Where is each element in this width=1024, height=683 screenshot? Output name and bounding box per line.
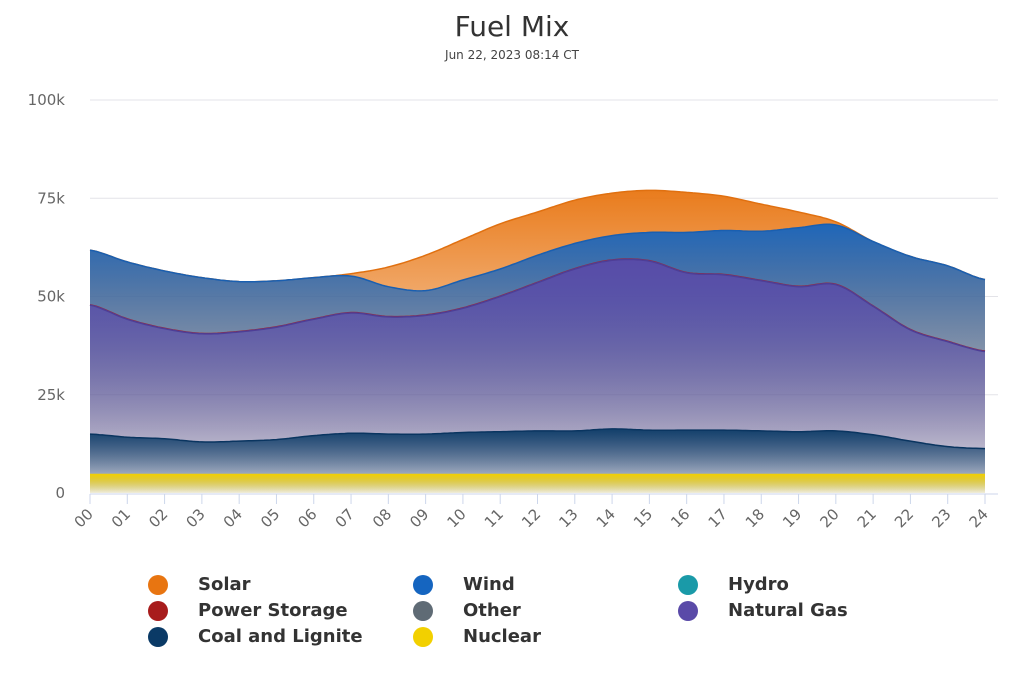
legend-item-hydro[interactable]: Hydro (670, 572, 900, 597)
legend-item-nuclear[interactable]: Nuclear (405, 624, 670, 649)
x-tick-label: 04 (220, 505, 246, 531)
legend: Solar Wind Hydro Power Storage Other Nat… (140, 572, 900, 649)
x-tick-label: 16 (667, 505, 693, 531)
x-tick-label: 20 (816, 505, 842, 531)
line-coal-and-lignite (89, 428, 986, 450)
x-tick-label: 17 (705, 505, 731, 531)
legend-label: Coal and Lignite (198, 626, 363, 647)
x-tick-label: 05 (257, 505, 283, 531)
legend-label: Nuclear (463, 626, 541, 647)
x-tick-label: 09 (406, 505, 432, 531)
x-tick-label: 13 (555, 505, 581, 531)
legend-label: Hydro (728, 574, 789, 595)
y-tick-label: 100k (28, 91, 66, 109)
x-tick-label: 21 (854, 505, 880, 531)
legend-dot-hydro (678, 574, 698, 595)
legend-label: Power Storage (198, 600, 348, 621)
legend-item-natural-gas[interactable]: Natural Gas (670, 598, 900, 623)
x-tick-label: 22 (891, 505, 917, 531)
x-tick-label: 01 (108, 505, 134, 531)
legend-item-coal-and-lignite[interactable]: Coal and Lignite (140, 624, 405, 649)
legend-label: Other (463, 600, 521, 621)
x-tick-label: 10 (444, 505, 470, 531)
x-tick-label: 06 (294, 505, 320, 531)
legend-item-other[interactable]: Other (405, 598, 670, 623)
y-tick-label: 50k (37, 288, 65, 306)
x-tick-label: 24 (966, 505, 992, 531)
legend-label: Solar (198, 574, 251, 595)
x-tick-label: 14 (593, 505, 619, 531)
x-axis: 00 01 02 03 04 05 06 07 08 09 10 11 12 13 14 15 16 17 18 19… (71, 493, 998, 531)
y-tick-label: 75k (37, 189, 65, 207)
x-tick-label: 12 (518, 505, 544, 531)
x-tick-label: 19 (779, 505, 805, 531)
line-wind (89, 223, 986, 292)
legend-dot-natural-gas (678, 600, 698, 621)
x-tick-label: 08 (369, 505, 395, 531)
x-tick-label: 00 (71, 505, 97, 531)
x-tick-label: 07 (332, 505, 358, 531)
legend-dot-coal-and-lignite (148, 626, 168, 647)
fuel-mix-chart: 0 25k 50k 75k 100k 00 01 02 03 04 05 06 07 08 09 10 11 1… (28, 91, 998, 531)
legend-item-wind[interactable]: Wind (405, 572, 670, 597)
y-tick-label: 25k (37, 386, 65, 404)
chart-subtitle: Jun 22, 2023 08:14 CT (445, 48, 579, 62)
chart-title: Fuel Mix (454, 10, 570, 43)
x-tick-label: 11 (481, 505, 507, 531)
y-axis: 0 25k 50k 75k 100k (28, 91, 66, 502)
series-areas (89, 189, 986, 494)
x-tick-label: 03 (182, 505, 208, 531)
x-tick-label: 18 (742, 505, 768, 531)
legend-label: Wind (463, 574, 515, 595)
line-natural-gas (89, 258, 986, 353)
legend-item-solar[interactable]: Solar (140, 572, 405, 597)
area-nuclear (90, 473, 985, 493)
legend-dot-nuclear (413, 626, 433, 647)
x-tick-label: 23 (928, 505, 954, 531)
legend-label: Natural Gas (728, 600, 848, 621)
legend-dot-other (413, 600, 433, 621)
y-tick-label: 0 (55, 484, 65, 502)
legend-item-power-storage[interactable]: Power Storage (140, 598, 405, 623)
legend-dot-wind (413, 574, 433, 595)
x-tick-label: 15 (630, 505, 656, 531)
x-tick-label: 02 (145, 505, 171, 531)
legend-dot-power-storage (148, 600, 168, 621)
legend-dot-solar (148, 574, 168, 595)
